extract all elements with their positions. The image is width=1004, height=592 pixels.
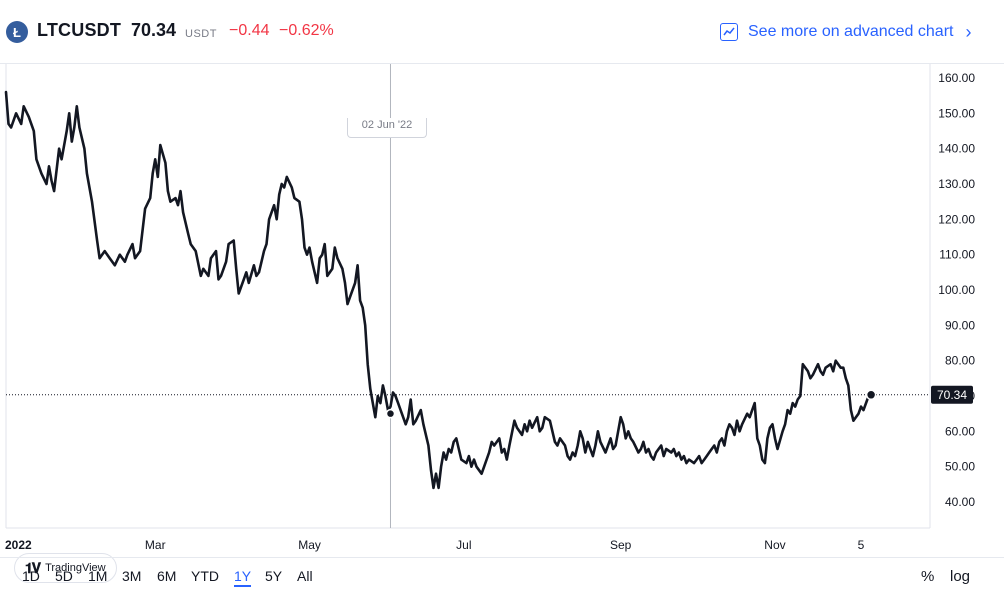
tradingview-mark-icon: 𝟏𝐕 — [25, 559, 41, 576]
price-series-line — [4, 90, 873, 490]
x-tick-label: Sep — [610, 538, 632, 552]
advanced-chart-link[interactable]: See more on advanced chart › — [720, 20, 971, 44]
timeframe-ytd[interactable]: YTD — [191, 568, 219, 584]
chart-line-icon — [720, 23, 738, 41]
price-change-percent: −0.62% — [279, 22, 334, 39]
timeframe-1d[interactable]: 1D — [22, 568, 40, 584]
tradingview-label: TradingView — [45, 562, 106, 574]
symbol-name: LTCUSDT — [37, 20, 122, 40]
y-tick-label: 50.00 — [945, 460, 975, 474]
y-tick-label: 130.00 — [938, 177, 975, 191]
timeframe-5y[interactable]: 5Y — [265, 568, 283, 584]
tradingview-logo[interactable]: 𝟏𝐕 TradingView — [14, 553, 117, 583]
y-tick-label: 60.00 — [945, 424, 975, 438]
timeframe-3m[interactable]: 3M — [122, 568, 142, 584]
y-tick-label: 40.00 — [945, 495, 975, 509]
last-price-tag-label: 70.34 — [937, 388, 967, 402]
quote-currency: USDT — [185, 28, 217, 40]
x-tick-label: Nov — [764, 538, 785, 552]
y-tick-label: 80.00 — [945, 354, 975, 368]
y-tick-label: 120.00 — [938, 212, 975, 226]
last-price: 70.34 — [131, 20, 177, 40]
timeframe-1m[interactable]: 1M — [88, 568, 108, 584]
x-tick-label: 5 — [858, 538, 865, 552]
x-tick-label: 2022 — [5, 538, 32, 552]
x-tick-label: May — [298, 538, 321, 552]
y-tick-label: 110.00 — [939, 248, 975, 262]
y-tick-label: 90.00 — [945, 318, 975, 332]
symbol-header: Ł LTCUSDT 70.34 USDT −0.44 −0.62% See mo… — [0, 0, 1004, 64]
timeframe-all[interactable]: All — [297, 568, 313, 584]
advanced-chart-label: See more on advanced chart — [748, 23, 954, 40]
y-tick-label: 140.00 — [938, 142, 975, 156]
timeframe-6m[interactable]: 6M — [157, 568, 177, 584]
litecoin-icon: Ł — [6, 21, 28, 43]
price-change: −0.44 — [229, 22, 270, 39]
y-tick-label: 150.00 — [938, 106, 975, 120]
y-tick-label: 160.00 — [938, 71, 975, 85]
crosshair-date-label: 02 Jun '22 — [347, 118, 427, 138]
timeframe-1y[interactable]: 1Y — [234, 568, 252, 587]
timeframe-toolbar: 1D 5D 1M 3M 6M YTD 1Y 5Y All % log — [0, 557, 1004, 592]
percent-scale-toggle[interactable]: % — [921, 568, 935, 585]
last-price-marker — [865, 389, 877, 401]
price-chart[interactable]: 160.00 150.00 140.00 130.00 120.00 110.00 100.… — [0, 64, 1004, 557]
log-scale-toggle[interactable]: log — [950, 568, 971, 585]
x-tick-label: Mar — [145, 538, 166, 552]
crosshair-point-marker — [385, 408, 396, 419]
timeframe-5d[interactable]: 5D — [55, 568, 73, 584]
chevron-right-icon: › — [965, 21, 972, 42]
y-tick-label: 100.00 — [938, 283, 975, 297]
last-price-tag — [931, 385, 973, 404]
chart-panel[interactable]: 160.00 150.00 140.00 130.00 120.00 110.00 100.… — [0, 64, 1004, 583]
x-tick-label: Jul — [456, 538, 471, 552]
